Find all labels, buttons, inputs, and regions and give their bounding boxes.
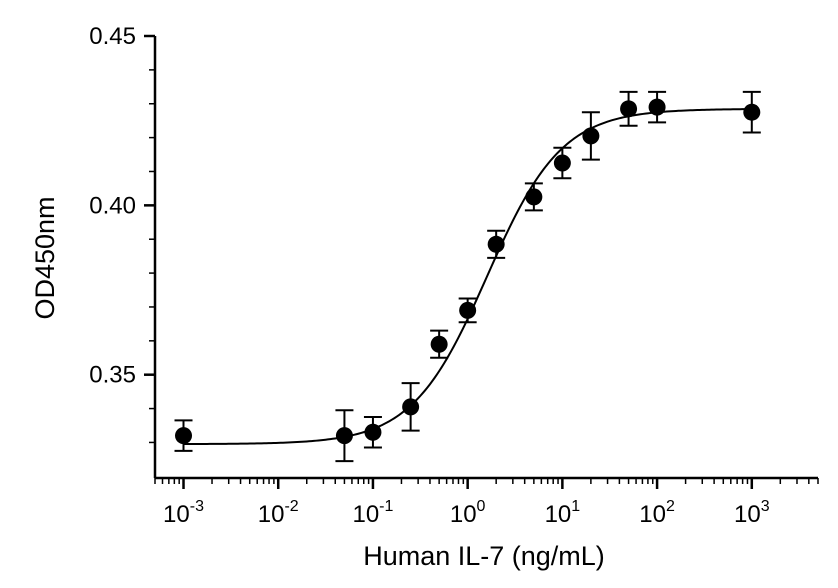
data-point [553,154,571,172]
data-point [582,127,600,145]
x-tick-label: 10-3 [163,498,204,528]
fit-curve-layer [183,108,752,446]
x-axis: 10-3 10-2 10-1 100 101 102 103 [154,476,819,528]
plot-area [174,90,761,463]
data-point [487,235,505,253]
y-axis-title: OD450nm [30,196,60,319]
y-tick-label: 0.45 [89,23,136,50]
data-point [335,427,353,445]
x-tick-label: 101 [545,498,581,528]
y-tick-label: 0.40 [89,192,136,219]
data-point [525,188,543,206]
x-axis-title: Human IL-7 (ng/mL) [363,541,605,571]
y-tick-label: 0.35 [89,362,136,389]
x-tick-label: 102 [639,498,675,528]
data-point [364,423,382,441]
data-point [430,335,448,353]
x-tick-label: 103 [734,498,770,528]
fit-curve [183,108,752,446]
data-points [175,98,761,445]
data-point [402,398,420,416]
x-tick-label: 100 [450,498,486,528]
data-point [743,103,761,121]
data-point [459,301,477,319]
x-tick-label: 10-1 [352,498,393,528]
error-bars [174,90,761,463]
data-point [648,98,666,116]
x-tick-label: 10-2 [258,498,299,528]
data-point [175,427,193,445]
y-axis: 0.35 0.40 0.45 [89,23,157,478]
data-point [620,100,638,118]
